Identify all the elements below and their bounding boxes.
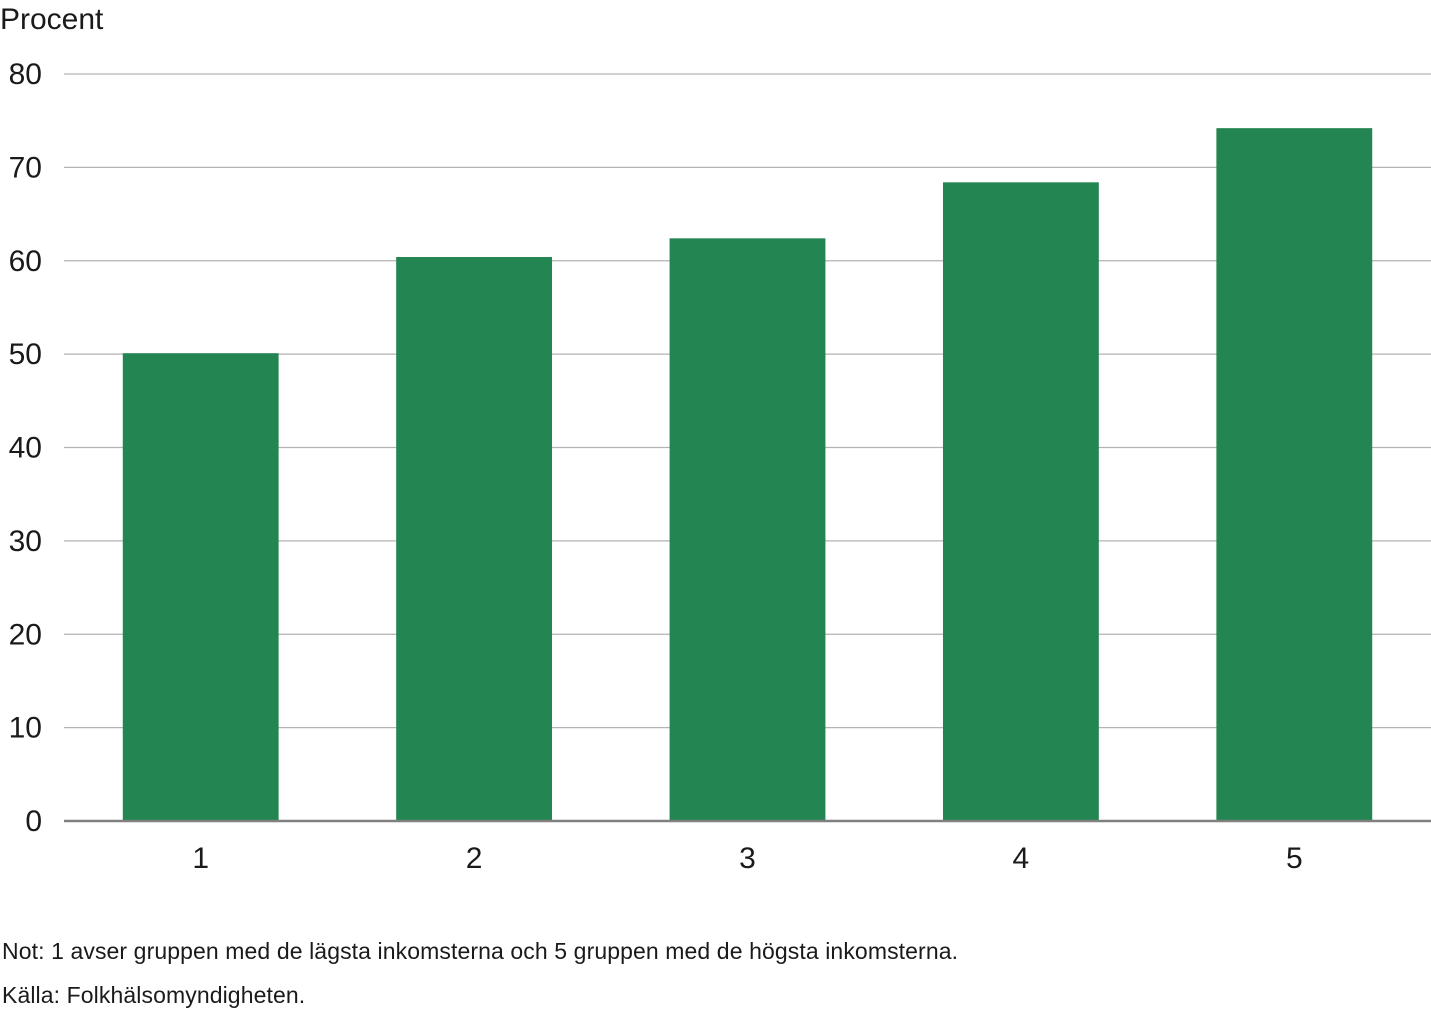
x-tick-label: 2	[466, 842, 483, 875]
y-tick-label: 30	[9, 525, 42, 558]
x-tick-label: 4	[1013, 842, 1030, 875]
x-axis-tick-labels: 1 2 3 4 5	[192, 842, 1302, 875]
x-tick-label: 3	[739, 842, 756, 875]
x-tick-label: 1	[192, 842, 209, 875]
bar-2	[396, 257, 553, 821]
chart-source: Källa: Folkhälsomyndigheten.	[2, 982, 306, 1008]
y-tick-label: 20	[9, 618, 42, 651]
y-tick-label: 60	[9, 245, 42, 278]
chart-note: Not: 1 avser gruppen med de lägsta inkom…	[2, 938, 959, 964]
y-tick-label: 10	[9, 712, 42, 745]
y-tick-label: 0	[25, 805, 42, 838]
y-axis-tick-labels: 0 10 20 30 40 50 60 70 80	[9, 58, 42, 838]
bar-3	[669, 238, 826, 822]
y-tick-label: 50	[9, 338, 42, 371]
x-tick-label: 5	[1286, 842, 1303, 875]
bar-chart: 0 10 20 30 40 50 60 70 80 1 2 3 4 5 Procent	[0, 3, 1431, 875]
y-tick-label: 80	[9, 58, 42, 91]
y-tick-label: 40	[9, 432, 42, 465]
bar-5	[1216, 128, 1373, 822]
bar-4	[942, 182, 1099, 821]
y-axis-label: Procent	[0, 3, 104, 36]
bars	[122, 128, 1373, 822]
y-tick-label: 70	[9, 151, 42, 184]
bar-1	[122, 353, 279, 821]
